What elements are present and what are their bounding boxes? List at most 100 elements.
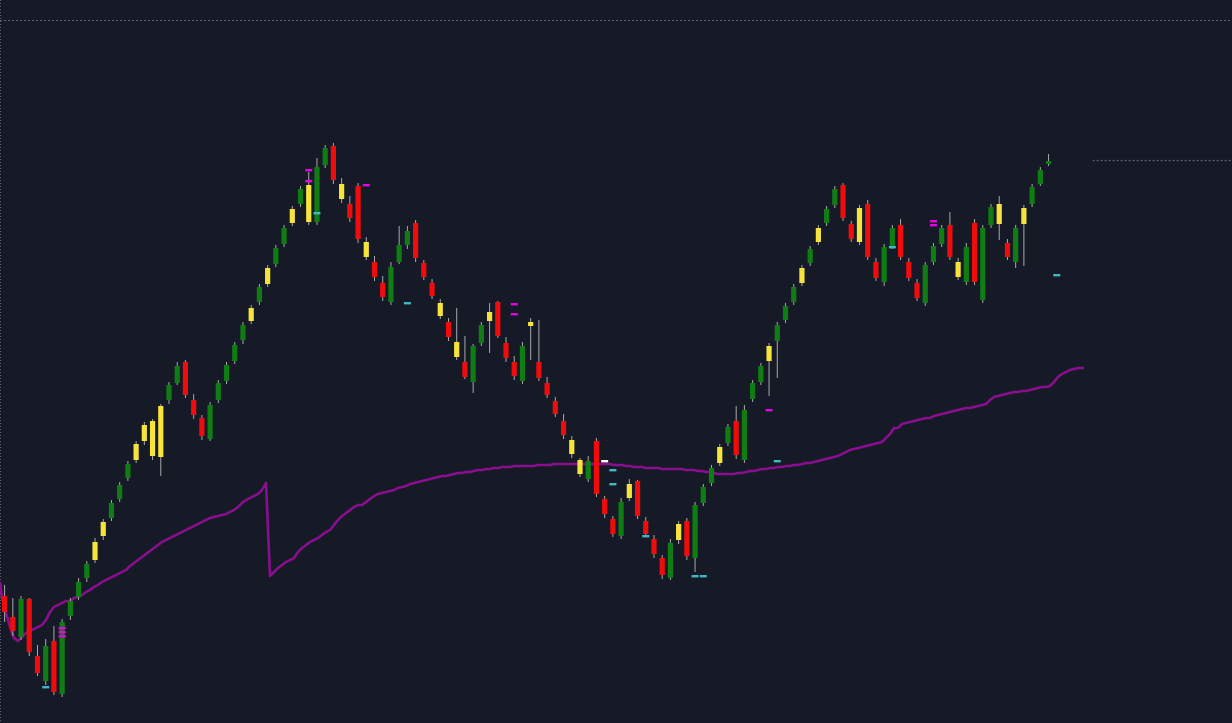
candle-body	[84, 564, 90, 578]
candle-body	[10, 617, 16, 631]
candle-body	[166, 385, 172, 400]
signal-marker	[305, 169, 313, 172]
candle-body	[708, 468, 715, 483]
candle-body	[67, 601, 73, 616]
candle-body	[865, 204, 871, 257]
candle-body	[1037, 170, 1043, 184]
candle-body	[897, 225, 904, 257]
candle-body	[445, 322, 452, 337]
candle-body	[207, 405, 213, 439]
candle-body	[437, 303, 443, 316]
candle-body	[117, 485, 123, 499]
candle-body	[832, 189, 838, 205]
signal-marker	[305, 180, 313, 183]
candle-body	[273, 248, 279, 264]
signal-marker	[691, 575, 699, 578]
candle-body	[248, 308, 254, 321]
signal-marker	[58, 627, 66, 630]
candle-body	[700, 487, 706, 503]
candle-body	[51, 641, 57, 692]
signal-marker	[58, 631, 66, 634]
moving-average-line	[0, 366, 1084, 643]
candle-body	[191, 400, 197, 415]
candle-body	[503, 343, 509, 358]
candle-body	[782, 306, 789, 320]
candle-body	[59, 622, 65, 694]
candle-body	[881, 247, 887, 282]
candle-body	[281, 228, 287, 244]
candle-body	[26, 599, 32, 652]
candle-body	[388, 267, 394, 302]
candle-body	[92, 542, 98, 560]
candle-body	[939, 228, 945, 244]
candle-body	[371, 262, 378, 277]
candle-body	[840, 185, 846, 218]
candle-body	[544, 383, 550, 395]
candle-body	[486, 312, 493, 321]
candle-body	[149, 421, 156, 456]
candle-body	[232, 345, 238, 361]
candle-body	[429, 283, 435, 296]
candle-body	[404, 231, 410, 245]
candle-body	[996, 204, 1002, 224]
signal-marker	[510, 313, 518, 316]
candle-body	[199, 418, 205, 436]
candle-body	[684, 521, 690, 556]
candle-body	[980, 228, 986, 300]
candle-body	[306, 185, 312, 222]
candle-body	[569, 440, 575, 454]
candle-body	[733, 421, 739, 455]
candle-body	[339, 184, 345, 199]
candle-body	[955, 262, 961, 277]
signal-marker	[510, 303, 518, 306]
candle-body	[100, 522, 106, 536]
candle-body	[133, 444, 139, 460]
candle-body	[947, 225, 953, 257]
candle-body	[651, 539, 657, 554]
candle-body	[1004, 243, 1011, 257]
candle-body	[634, 481, 641, 516]
candle-body	[774, 325, 780, 341]
candle-body	[593, 441, 600, 494]
candle-body	[43, 646, 49, 681]
signal-marker	[929, 220, 937, 223]
candle-body	[807, 249, 813, 263]
candle-body	[618, 502, 624, 536]
candle-body	[18, 599, 24, 637]
candle-body	[1013, 228, 1019, 262]
candle-body	[848, 224, 854, 239]
candle-body	[536, 362, 542, 378]
candle-body	[963, 247, 969, 282]
candle-body	[174, 366, 180, 383]
signal-marker	[773, 460, 781, 463]
candle-body	[108, 503, 115, 518]
candle-body	[610, 519, 616, 534]
candle-body	[692, 505, 698, 558]
candle-body	[75, 582, 82, 597]
candle-body	[256, 287, 263, 302]
candle-body	[889, 228, 895, 246]
candle-body	[815, 228, 821, 242]
candle-body	[322, 148, 328, 165]
candle-body	[413, 223, 419, 258]
candle-body	[380, 283, 386, 297]
candle-body	[791, 287, 797, 302]
signal-marker	[58, 635, 66, 638]
candle-body	[1021, 208, 1027, 224]
signal-marker	[929, 224, 937, 227]
candle-body	[330, 146, 336, 180]
candle-body	[215, 383, 221, 400]
candle-body	[223, 365, 230, 381]
candle-body	[240, 325, 246, 340]
candle-body	[289, 209, 295, 223]
candle-body	[971, 223, 978, 282]
signal-marker	[609, 469, 617, 472]
signal-marker	[609, 483, 617, 486]
signal-marker	[642, 535, 650, 538]
candle-body	[1029, 187, 1035, 204]
signal-marker	[313, 212, 321, 215]
candle-body	[158, 406, 164, 457]
